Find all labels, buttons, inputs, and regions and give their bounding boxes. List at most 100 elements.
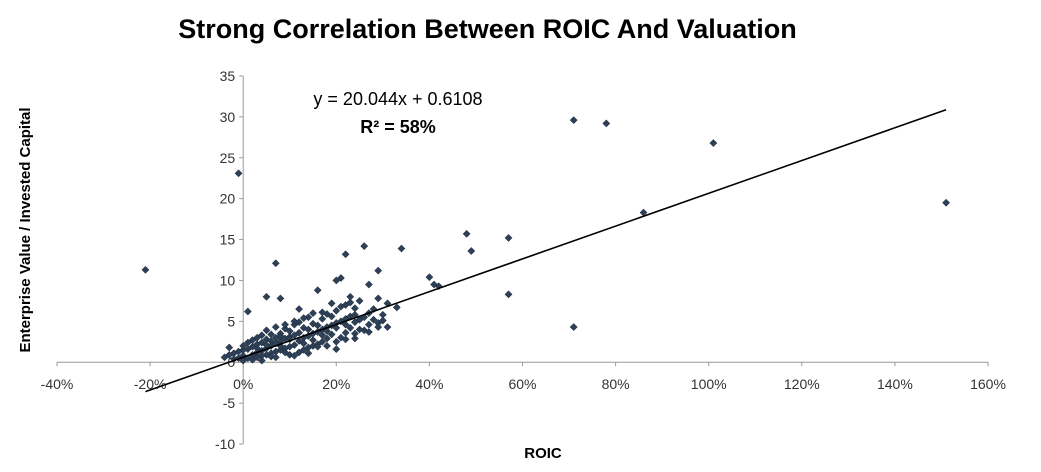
data-point [323, 327, 331, 336]
x-tick-label: 120% [784, 376, 820, 392]
data-point [220, 353, 229, 362]
data-point [262, 350, 271, 359]
data-point [378, 316, 387, 325]
y-axis-title: Enterprise Value / Invested Capital [17, 107, 34, 352]
data-point [281, 348, 290, 357]
data-point [290, 351, 299, 360]
data-point [467, 247, 476, 255]
data-point [369, 315, 378, 324]
x-axis-title: ROIC [524, 445, 562, 462]
tick-labels: -40% -20% 0% 20% 40% 60% 80% 100% 120% 140% 160% -1… [41, 68, 1006, 452]
data-point [313, 342, 322, 351]
data-point [295, 337, 304, 345]
data-point [304, 325, 313, 334]
data-point [309, 336, 317, 345]
data-point [267, 337, 276, 345]
data-point [271, 353, 280, 362]
data-point [318, 314, 327, 323]
y-tick-label: -5 [223, 395, 236, 411]
data-point [248, 355, 257, 364]
data-point [341, 335, 350, 344]
data-point [504, 233, 513, 242]
data-point [271, 323, 280, 332]
y-tick-label: 20 [220, 191, 236, 207]
data-point [295, 318, 304, 327]
data-point [299, 346, 308, 354]
x-tick-label: 80% [602, 376, 630, 392]
x-tick-label: -20% [134, 376, 167, 392]
data-point [281, 320, 290, 329]
data-point [327, 330, 336, 339]
data-point [425, 273, 434, 282]
x-tick-label: 20% [322, 376, 350, 392]
data-point [369, 305, 378, 314]
data-point [337, 333, 345, 342]
data-point [318, 331, 327, 340]
data-point [243, 338, 252, 347]
x-tick-label: -40% [41, 376, 74, 392]
data-point [234, 169, 243, 178]
y-tick-label: 35 [220, 68, 236, 84]
r-squared-label: R² = 58% [360, 117, 436, 137]
data-point [383, 323, 392, 332]
data-point [271, 259, 280, 268]
data-point [290, 317, 299, 326]
data-point [374, 294, 383, 303]
data-point [569, 323, 578, 332]
data-point [709, 139, 718, 148]
data-point [337, 302, 345, 311]
data-point [350, 304, 359, 313]
data-point [295, 305, 304, 314]
data-point [257, 356, 266, 365]
data-point [309, 319, 317, 328]
data-point [262, 326, 271, 335]
data-point [374, 266, 383, 275]
data-point [323, 341, 331, 350]
axes [56, 75, 989, 445]
x-tick-label: 160% [970, 376, 1006, 392]
data-point [239, 341, 248, 350]
data-point [295, 328, 304, 337]
data-point [346, 298, 355, 307]
trendline-equation: y = 20.044x + 0.6108 [313, 89, 482, 109]
x-tick-label: 60% [508, 376, 536, 392]
data-point [341, 320, 350, 329]
data-point [355, 325, 364, 334]
x-tick-label: 0% [233, 376, 253, 392]
data-point [341, 328, 350, 337]
data-point [360, 242, 369, 251]
y-tick-label: -10 [215, 436, 235, 452]
data-point [309, 309, 317, 318]
data-point [350, 334, 359, 343]
y-tick-label: 30 [220, 109, 236, 125]
data-point [355, 296, 364, 305]
trendline [145, 108, 947, 393]
data-point [313, 321, 322, 330]
data-point [299, 314, 308, 323]
data-point [276, 294, 285, 303]
data-point [243, 307, 252, 316]
data-point [327, 299, 336, 308]
data-point [341, 250, 350, 259]
data-point [337, 274, 345, 282]
data-point [364, 320, 373, 329]
data-point [225, 350, 234, 359]
data-point [397, 244, 406, 253]
y-tick-label: 15 [220, 232, 236, 248]
data-point [602, 119, 611, 128]
data-point [225, 343, 234, 352]
data-point [364, 328, 373, 336]
y-tick-label: 25 [220, 150, 236, 166]
data-point [327, 312, 336, 321]
data-point [304, 349, 313, 358]
y-tick-label: 5 [227, 313, 235, 329]
data-point [374, 323, 383, 332]
data-point [243, 345, 252, 354]
data-point [313, 286, 322, 295]
data-point [392, 303, 401, 312]
data-point [332, 306, 341, 315]
data-point [309, 341, 317, 350]
data-point [318, 308, 327, 317]
data-point [504, 290, 513, 299]
